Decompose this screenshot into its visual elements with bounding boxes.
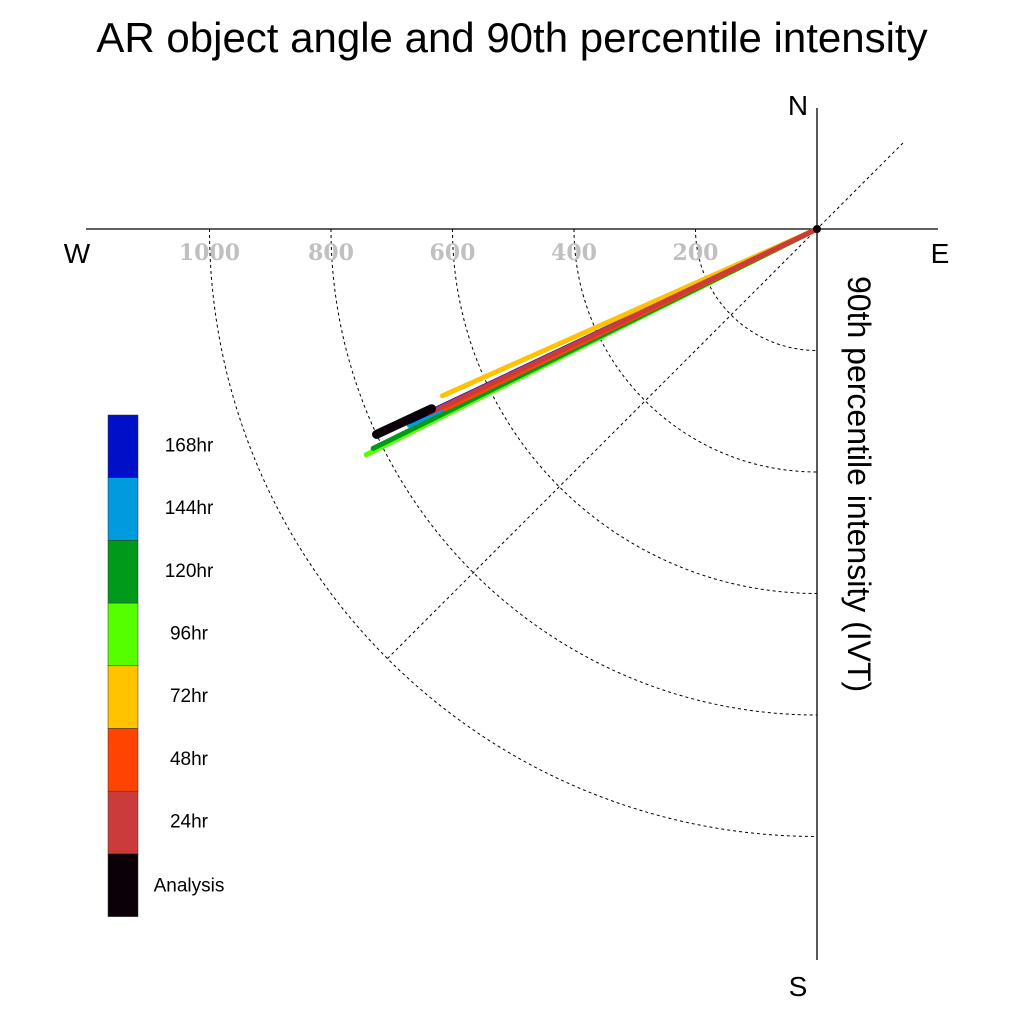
legend-label-analysis: Analysis	[154, 875, 225, 896]
legend-swatch-72hr	[107, 665, 139, 729]
legend-label-144hr: 144hr	[165, 498, 214, 519]
radial-tick-labels: 200 400 600 800 1000	[179, 240, 719, 266]
west-label: W	[64, 238, 91, 269]
series-lines	[363, 225, 821, 458]
legend-swatch-120hr	[107, 540, 139, 604]
grid-arc-600	[452, 228, 818, 594]
east-label: E	[931, 238, 950, 269]
tick-label-200: 200	[673, 240, 719, 266]
series-line-analysis	[372, 404, 437, 439]
legend-swatch-analysis	[107, 853, 139, 917]
legend-label-96hr: 96hr	[170, 623, 209, 644]
axes	[86, 108, 938, 960]
grid-arc-1000	[209, 228, 818, 837]
legend-swatch-144hr	[107, 477, 139, 541]
legend-swatch-24hr	[107, 790, 139, 855]
legend-label-72hr: 72hr	[170, 686, 209, 707]
grid-arc-800	[330, 228, 818, 716]
origin-point	[813, 225, 821, 233]
tick-label-600: 600	[430, 240, 476, 266]
north-label: N	[788, 90, 808, 121]
legend-swatch-48hr	[107, 728, 139, 792]
tick-label-400: 400	[551, 240, 597, 266]
compass-labels: N S E W	[64, 90, 950, 1002]
grid-arc-200	[695, 228, 818, 351]
legend-label-24hr: 24hr	[170, 812, 209, 833]
series-line-24hr	[427, 226, 820, 416]
legend-swatch-96hr	[107, 602, 139, 667]
south-label: S	[789, 971, 808, 1002]
legend: 168hr 144hr 120hr 96hr 72hr 48hr 24hr Analysis	[107, 414, 225, 917]
tick-label-1000: 1000	[179, 240, 240, 266]
legend-label-168hr: 168hr	[165, 435, 214, 456]
legend-label-120hr: 120hr	[165, 561, 214, 582]
chart-title: AR object angle and 90th percentile inte…	[96, 14, 928, 61]
legend-label-48hr: 48hr	[170, 749, 209, 770]
legend-swatch-168hr	[107, 414, 139, 478]
grid-arc-400	[573, 228, 818, 473]
tick-label-800: 800	[308, 240, 354, 266]
radial-axis-label: 90th percentile intensity (IVT)	[841, 276, 877, 692]
